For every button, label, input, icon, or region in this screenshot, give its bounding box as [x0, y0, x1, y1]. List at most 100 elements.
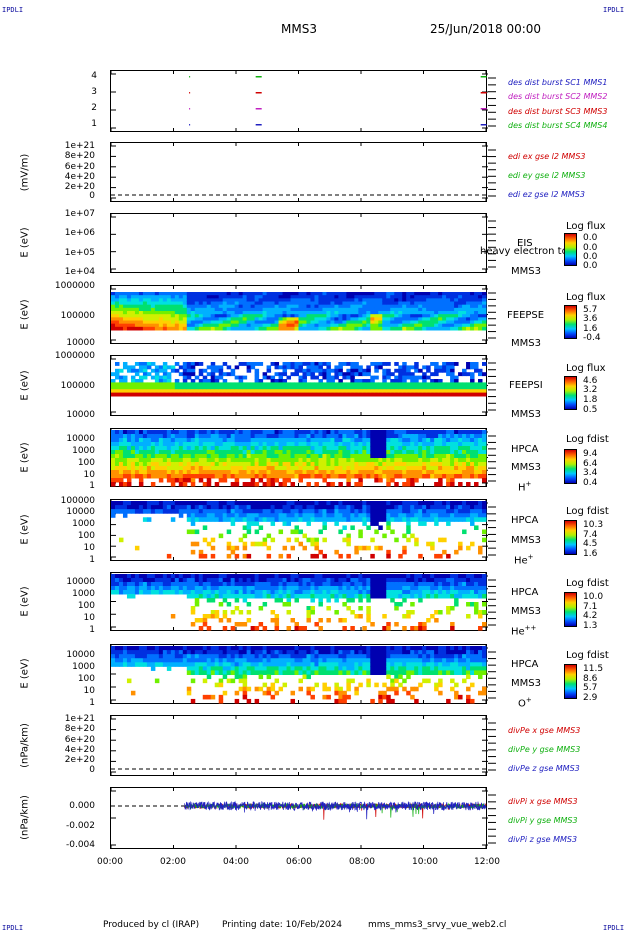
- hpca-hepp-cell: [202, 582, 208, 587]
- hpca-h-cell: [150, 438, 156, 443]
- hpca-h-cell: [214, 434, 220, 439]
- hpca-hepp-cell: [222, 590, 228, 595]
- feepse-cell: [274, 317, 280, 321]
- hpca-o-cell: [214, 670, 220, 675]
- hpca-h-cell: [386, 446, 391, 451]
- feepse-cell: [358, 304, 363, 309]
- feepsi-cell: [186, 365, 192, 370]
- hpca-h-cell: [442, 438, 447, 443]
- feepse-cell: [138, 326, 144, 331]
- feepse-cell: [382, 317, 387, 321]
- feepsi-cell: [442, 362, 447, 366]
- feepse-cell: [322, 304, 327, 309]
- feepse-cell: [334, 307, 339, 312]
- hpca-he-cell: [342, 509, 347, 514]
- hpca-h-cell: [378, 478, 383, 483]
- hpca-he-cell: [362, 509, 367, 514]
- feepsi-cell: [450, 389, 455, 394]
- hpca-h-cell: [438, 474, 443, 479]
- hpca-o-cell: [226, 654, 232, 659]
- hpca-he-cell: [294, 513, 299, 518]
- feepsi-cell: [238, 392, 244, 397]
- feepse-cell: [226, 301, 232, 306]
- hpca-hepp-cell: [242, 598, 248, 603]
- hpca-o-cell: [146, 650, 152, 655]
- hpca-h-cell: [402, 438, 407, 443]
- feepse-cell: [370, 298, 375, 302]
- hpca-o-cell: [186, 650, 192, 655]
- hpca-hepp-cell: [342, 594, 347, 599]
- hpca-he-cell: [442, 509, 447, 514]
- feepse-cell: [190, 323, 196, 328]
- hpca-h-cell: [366, 454, 371, 459]
- feepse-cell: [170, 307, 176, 312]
- hpca-h-cell: [478, 466, 483, 471]
- hpca-h-cell: [386, 438, 391, 443]
- feepsi-cell: [138, 389, 144, 394]
- hpca-h-cell: [382, 474, 387, 479]
- feepse-cell: [302, 295, 307, 299]
- hpca-hepp-cell: [378, 590, 383, 595]
- feepsi-cell: [474, 365, 479, 370]
- hpca-h-cell: [322, 434, 327, 439]
- hpca-he-cell: [298, 505, 303, 510]
- feepse-cell: [314, 292, 319, 296]
- feepse-cell: [170, 317, 176, 321]
- hpca-hepp-cell: [274, 614, 280, 619]
- feepsi-cell: [330, 382, 335, 387]
- feepse-cell: [390, 323, 395, 328]
- feepse-cell: [446, 298, 451, 302]
- feepsi-cell: [286, 392, 292, 397]
- feepsi-cell: [482, 382, 487, 387]
- hpca-hepp-cell: [250, 586, 256, 591]
- feepsi-cell: [446, 392, 451, 397]
- hpca-hepp-cell: [206, 590, 212, 595]
- hpca-he-cell: [466, 517, 471, 522]
- feepse-cell: [454, 311, 459, 315]
- hpca-h-cell: [386, 454, 391, 459]
- feepse-cell: [274, 326, 280, 331]
- hpca-he-cell: [190, 501, 196, 506]
- feepse-cell: [438, 311, 443, 315]
- feepse-cell: [250, 317, 256, 321]
- hpca-h-cell: [246, 446, 252, 451]
- hpca-h-cell: [162, 430, 168, 435]
- hpca-hepp-cell: [138, 586, 144, 591]
- feepse-cell: [390, 304, 395, 309]
- hpca-h-cell: [478, 454, 483, 459]
- feepse-cell: [386, 323, 391, 328]
- feepse-cell: [166, 298, 172, 302]
- feepse-cell: [418, 304, 423, 309]
- feepse-cell: [150, 320, 156, 325]
- feepsi-cell: [318, 389, 323, 394]
- feepse-cell: [346, 326, 351, 331]
- feepsi-cell: [294, 362, 299, 366]
- feepse-cell: [258, 301, 264, 306]
- burst-marker: [189, 92, 191, 94]
- feepse-cell: [398, 311, 403, 315]
- feepse-cell: [402, 311, 407, 315]
- hpca-hepp-cell: [322, 594, 327, 599]
- hpca-h-cell: [134, 430, 140, 435]
- hpca-h-cell: [442, 450, 447, 455]
- feepsi-cell: [174, 385, 180, 390]
- feepse-cell: [418, 295, 423, 299]
- hpca-h-cell: [326, 466, 331, 471]
- hpca-he-cell: [214, 509, 220, 514]
- feepsi-cell: [470, 379, 475, 383]
- hpca-hepp-cell: [146, 582, 152, 587]
- hpca-hepp-cell: [218, 590, 224, 595]
- hpca-he-cell: [274, 509, 280, 514]
- feepse-cell: [366, 292, 371, 296]
- feepse-cell: [458, 314, 463, 318]
- feepsi-cell: [422, 389, 427, 394]
- feepse-cell: [238, 317, 244, 321]
- feepse-cell: [318, 307, 323, 312]
- hpca-he-cell: [402, 513, 407, 518]
- hpca-he-cell: [434, 505, 439, 510]
- hpca-h-cell: [406, 438, 411, 443]
- hpca-he-cell: [462, 529, 467, 535]
- feepse-cell: [254, 326, 260, 331]
- hpca-he-cell: [294, 505, 299, 510]
- feepsi-cell: [162, 368, 168, 373]
